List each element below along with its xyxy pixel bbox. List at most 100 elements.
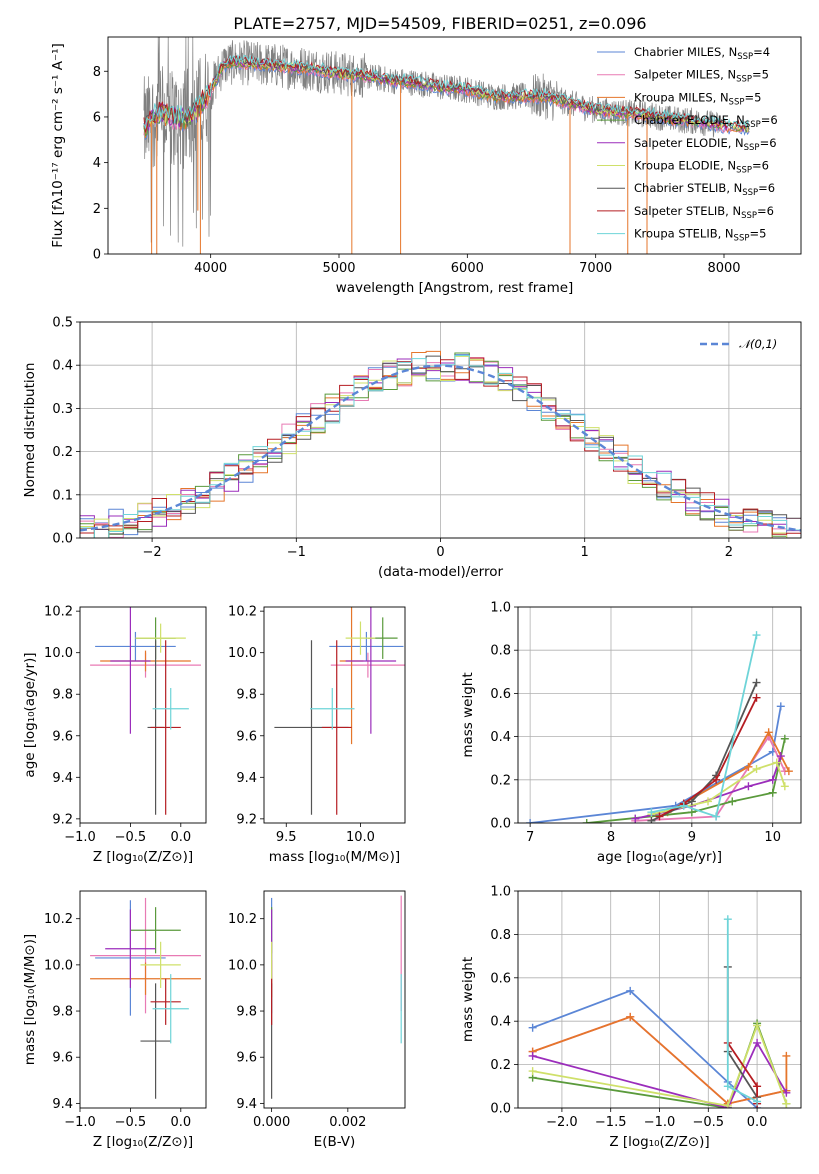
series-point [626,986,635,995]
legend-label-eq: =6 [757,204,774,218]
x-tick-label: 9.5 [276,830,297,845]
x-axis-label: E(B-V) [314,1134,356,1150]
legend-label-eq: =4 [753,45,770,59]
y-tick-label: 8 [93,65,101,80]
series-kroupa-elodie [647,758,789,819]
errorbar-salpeter-miles [330,652,405,678]
legend-label-text: Kroupa MILES, N [634,90,729,104]
errorbar-salpeter-stelib [150,978,181,1025]
y-tick-label: 10.0 [228,958,257,973]
series-point [582,819,591,823]
y-tick-label: 9.8 [52,1005,73,1020]
y-tick-label: 9.6 [236,1051,257,1066]
series-line [586,738,786,823]
y-axis-label: Flux [fλ10⁻¹⁷ erg cm⁻² s⁻¹ A⁻¹] [50,43,66,248]
errorbar-salpeter-elodie [105,909,156,988]
y-tick-label: 0.4 [490,1015,511,1030]
series-point [782,1088,791,1097]
legend-label: Kroupa MILES, NSSP=5 [634,90,761,107]
legend-label-eq: =5 [749,227,766,241]
errorbar-chabrier-stelib [140,983,171,1099]
legend-label-text: Salpeter ELODIE, N [634,136,744,150]
x-tick-label: 0.0 [170,830,191,845]
x-tick-label: −0.5 [115,830,147,845]
spectrum-model-kroupa-stelib [143,54,750,130]
series-point [723,915,732,924]
y-tick-label: 1.0 [490,885,511,900]
series-point [712,775,721,784]
y-tick-label: 0.8 [490,644,511,659]
y-tick-label: 10.2 [44,912,73,927]
x-tick-label: −2.0 [546,1115,578,1130]
series-point [772,758,781,767]
plot-area [90,607,201,815]
legend-label-eq: =5 [744,90,761,104]
y-tick-label: 9.8 [236,688,257,703]
series-point [768,775,777,784]
legend-label-sub: SSP [742,188,758,198]
x-tick-label: 10 [764,830,781,845]
y-tick-label: 9.4 [52,1097,73,1112]
legend-label-text: Kroupa ELODIE, N [634,159,736,173]
y-tick-label: 0.0 [52,532,73,547]
series-point [744,782,753,791]
legend-label-eq: =6 [761,113,778,127]
errorbar-kroupa-stelib [152,688,189,730]
legend-label-eq: =6 [760,136,777,150]
x-tick-label: 0.0 [170,1115,191,1130]
x-axis-label: Z [log₁₀(Z/Z⊙)] [93,849,193,865]
normal-curve [80,364,801,532]
chart-mass-vs-Z: −1.0 −0.5 0.0 9.4 9.6 9.8 10.0 10.2 Z [log₁₀(Z/Z… [22,890,207,1150]
x-tick-label: −1.5 [595,1115,627,1130]
legend-label: Chabrier ELODIE, NSSP=6 [634,113,778,130]
errorbar-salpeter-stelib [321,640,352,815]
y-tick-label: 9.6 [236,729,257,744]
legend-label-sub: SSP [737,52,753,62]
x-tick-label: 7000 [579,261,612,276]
axes-frame [517,890,802,1109]
plot-area [143,37,750,254]
x-tick-label: 7 [526,830,534,845]
y-axis-label: age [log₁₀(age/yr)] [22,652,38,777]
x-tick-label: −0.5 [693,1115,725,1130]
x-tick-label: −2 [143,545,162,560]
errorbar-salpeter-stelib [150,640,181,815]
y-tick-label: 0.0 [490,1102,511,1117]
legend-label: Kroupa STELIB, NSSP=5 [634,227,766,244]
x-tick-label: 0.0 [747,1115,768,1130]
y-tick-label: 10.2 [228,605,257,620]
chart-age-vs-mass: 9.5 10.0 9.2 9.4 9.6 9.8 10.0 10.2 mass [log₁₀(M… [228,605,406,865]
series-line [651,634,758,818]
y-tick-label: 9.8 [52,688,73,703]
y-tick-label: 9.4 [236,771,257,786]
x-tick-label: −1 [287,545,306,560]
y-tick-label: 9.4 [236,1097,257,1112]
plot-area [528,915,791,1108]
series-point [528,1023,537,1032]
series-point [723,1101,732,1108]
legend-label-sub: SSP [736,75,752,85]
legend-label-sub: SSP [741,211,757,221]
series-point [776,702,785,711]
legend-label-eq: =5 [752,68,769,82]
x-tick-label: 5000 [322,261,355,276]
series-point [728,797,737,806]
axes-frame [79,606,207,824]
x-axis-label: mass [log₁₀(M/M⊙)] [269,849,400,865]
errorbar-salpeter-elodie [345,607,397,734]
y-tick-label: 9.2 [236,812,257,827]
axes-frame [107,36,802,255]
legend-label-sub: SSP [745,120,761,130]
legend-label-eq: =6 [752,159,769,173]
series-point [782,1051,791,1060]
series-point [780,734,789,743]
series-chabrier-miles [528,986,762,1108]
series-kroupa-miles [663,728,793,817]
legend-label-text: Chabrier ELODIE, N [634,113,745,127]
series-point [776,752,785,761]
x-tick-label: 2 [725,545,733,560]
errorbar-chabrier-elodie [130,907,181,954]
y-tick-label: 0.0 [490,817,511,832]
y-tick-label: 0.4 [52,359,73,374]
